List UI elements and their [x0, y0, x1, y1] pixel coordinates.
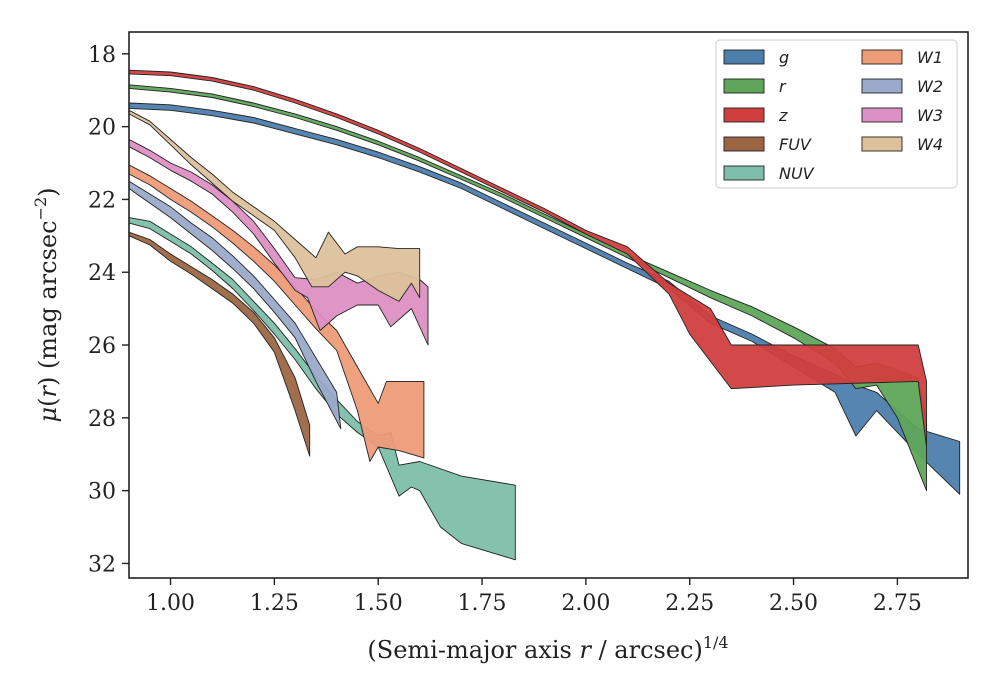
plot-frame [128, 31, 969, 579]
ticks-layer: 1.00 1.25 1.50 1.75 2.00 2.25 2.50 2.75 18 20 22 24… [88, 43, 922, 616]
series-band-r [128, 84, 927, 492]
y-tick-label: 30 [88, 480, 116, 505]
series-band-z [128, 69, 927, 448]
x-tick-label: 1.00 [146, 591, 195, 616]
legend-swatch-w4 [861, 136, 903, 152]
legend-swatch-nuv [723, 165, 765, 181]
y-tick-label: 20 [88, 116, 116, 141]
series-layer [128, 69, 961, 561]
legend-label-w3: W3 [917, 106, 943, 125]
y-tick-label: 18 [88, 43, 116, 68]
legend-swatch-r [723, 78, 765, 94]
y-tick-label: 26 [88, 334, 116, 359]
series-band-fuv [128, 231, 311, 457]
x-axis-label-var: r [579, 636, 592, 664]
x-axis-label: (Semi-major axis r / arcsec)1/4 [367, 633, 728, 664]
x-tick-label: 2.75 [873, 591, 922, 616]
y-axis-label-mu: μ [34, 407, 62, 423]
legend-label-w4: W4 [917, 135, 943, 154]
series-band-w3 [128, 138, 429, 346]
legend-swatch-w3 [861, 107, 903, 123]
y-axis-label: μ(r) (mag arcsec−2) [31, 187, 62, 422]
x-tick-label: 1.25 [250, 591, 299, 616]
y-tick-label: 24 [88, 261, 116, 286]
legend-swatch-w2 [861, 78, 903, 94]
legend-swatch-w1 [861, 49, 903, 65]
x-tick-label: 2.00 [561, 591, 610, 616]
y-tick-label: 28 [88, 407, 116, 432]
legend-label-fuv: FUV [779, 135, 812, 154]
y-axis-label-exp: −2 [31, 197, 50, 221]
y-tick-label: 32 [88, 552, 116, 577]
series-band-w1 [128, 164, 425, 462]
legend-swatch-z [723, 107, 765, 123]
legend-label-z: z [778, 106, 788, 125]
x-tick-label: 1.75 [458, 591, 507, 616]
legend: grz FUV NUV W1 W2 W3 W4 [715, 39, 958, 189]
legend-label-g: g [779, 48, 789, 67]
x-tick-label: 1.50 [354, 591, 403, 616]
y-tick-label: 22 [88, 188, 116, 213]
series-band-w4 [128, 109, 421, 302]
x-tick-label: 2.25 [665, 591, 714, 616]
x-axis-label-exp: 1/4 [703, 633, 729, 652]
legend-label-nuv: NUV [779, 164, 815, 183]
legend-swatch-g [723, 49, 765, 65]
legend-swatch-fuv [723, 136, 765, 152]
x-tick-label: 2.50 [769, 591, 818, 616]
series-band-w2 [128, 180, 342, 430]
legend-label-r: r [779, 77, 787, 96]
legend-label-w2: W2 [917, 77, 943, 96]
y-axis-label-var: r [34, 385, 62, 398]
legend-label-w1: W1 [917, 48, 943, 67]
series-band-g [128, 102, 961, 495]
